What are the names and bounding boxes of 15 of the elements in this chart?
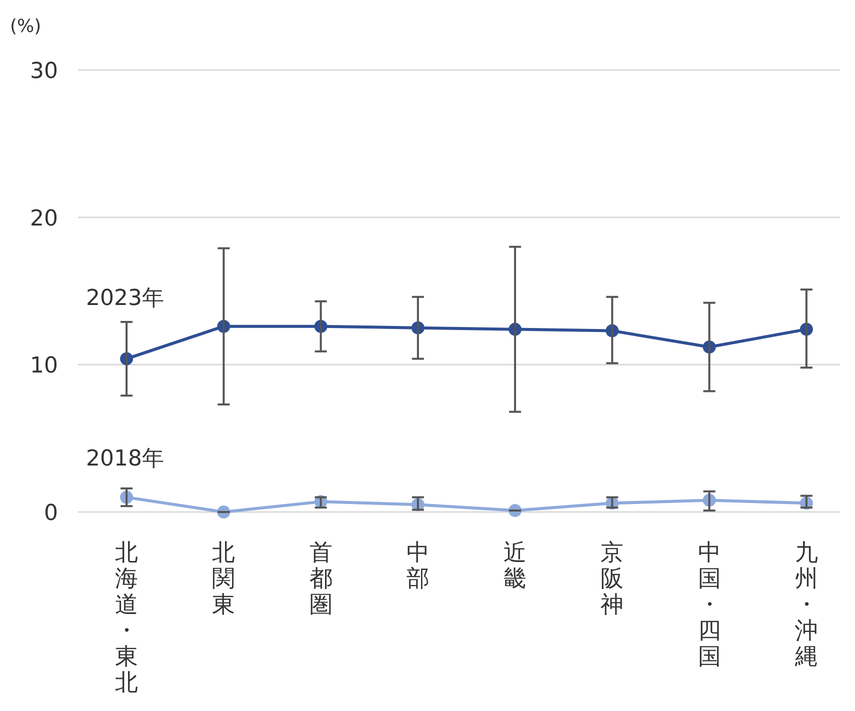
x-tick-label: 中部 (406, 540, 430, 592)
x-tick-label: 京阪神 (600, 540, 624, 618)
x-tick-label: 北海道・東北 (115, 540, 138, 696)
x-tick-label: 九州・沖縄 (794, 540, 818, 670)
y-tick-label: 20 (30, 206, 58, 232)
x-tick-label: 中国・四国 (698, 540, 721, 670)
x-tick-label: 北関東 (212, 540, 236, 618)
y-tick-label: 10 (30, 354, 58, 379)
x-tick-label: 近畿 (504, 540, 527, 592)
series-label: 2018年 (86, 446, 164, 472)
y-axis-title: (%) (10, 16, 42, 37)
series-label: 2023年 (86, 286, 164, 311)
y-tick-label: 30 (30, 59, 58, 84)
y-tick-label: 0 (44, 501, 58, 526)
x-tick-label: 首都圏 (309, 540, 332, 618)
